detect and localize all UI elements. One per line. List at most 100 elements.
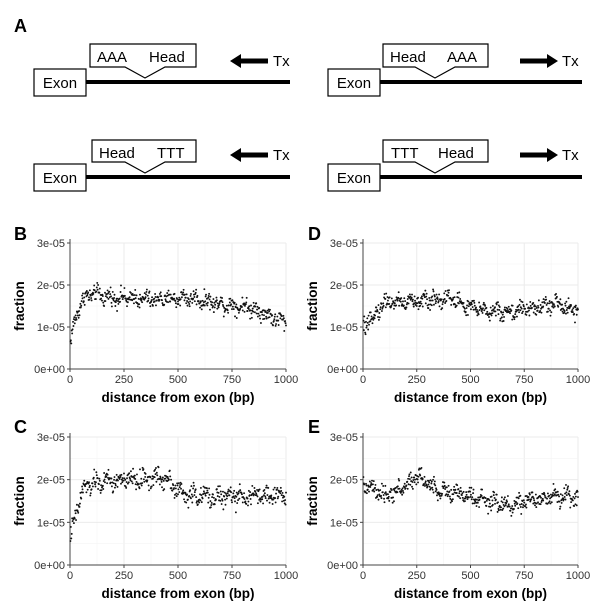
data-point <box>138 303 141 306</box>
data-point <box>131 299 134 302</box>
data-point <box>500 316 503 319</box>
data-point <box>98 479 101 482</box>
data-point <box>431 295 434 298</box>
data-point <box>201 299 204 302</box>
data-point <box>218 485 221 488</box>
data-point <box>549 493 552 496</box>
data-point <box>387 497 390 500</box>
data-point <box>222 508 225 511</box>
data-point <box>380 302 383 305</box>
data-point <box>484 497 487 499</box>
data-point <box>560 501 563 504</box>
data-point <box>576 490 579 493</box>
y-tick-label: 0e+00 <box>34 364 65 376</box>
data-point <box>571 499 574 502</box>
data-point <box>275 488 278 491</box>
data-point <box>485 499 488 502</box>
data-point <box>552 482 555 485</box>
data-point <box>417 308 420 311</box>
data-point <box>269 308 271 311</box>
data-point <box>546 502 549 505</box>
data-point <box>134 297 137 300</box>
data-point <box>575 504 578 507</box>
data-point <box>173 297 176 300</box>
data-point <box>474 308 477 311</box>
data-point <box>392 496 395 499</box>
data-point <box>206 301 209 304</box>
data-point <box>419 474 422 477</box>
data-point <box>250 503 252 506</box>
data-point <box>249 317 252 320</box>
data-point <box>472 308 475 311</box>
data-point <box>73 517 76 520</box>
data-point <box>86 488 89 491</box>
data-point <box>212 305 214 308</box>
data-point <box>70 537 73 540</box>
data-point <box>376 495 379 498</box>
data-point <box>207 501 210 504</box>
data-point <box>109 286 112 289</box>
data-point <box>522 504 525 506</box>
data-point <box>495 493 498 496</box>
data-point <box>500 506 502 509</box>
data-point <box>157 296 160 299</box>
data-point <box>147 484 150 487</box>
data-point <box>529 300 532 303</box>
data-point <box>167 289 170 292</box>
data-point <box>388 296 391 299</box>
data-point <box>467 496 470 499</box>
data-point <box>143 298 146 301</box>
data-point <box>263 494 265 497</box>
data-point <box>506 495 509 497</box>
data-point <box>565 494 568 497</box>
data-point <box>230 491 233 494</box>
data-point <box>397 291 400 294</box>
data-point <box>89 494 92 497</box>
panel-letter-d: D <box>308 224 321 244</box>
data-point <box>497 304 500 307</box>
data-point <box>365 492 368 495</box>
data-point <box>180 483 183 485</box>
data-point <box>228 301 231 304</box>
schematic-3: Exon Head TTT Tx <box>33 139 290 192</box>
data-point <box>509 312 512 315</box>
data-point <box>382 485 385 487</box>
data-point <box>418 302 421 305</box>
data-point <box>434 484 437 487</box>
data-point <box>436 298 439 300</box>
data-point <box>109 481 112 484</box>
data-point <box>75 519 78 522</box>
data-point <box>235 317 238 319</box>
data-point <box>271 314 274 317</box>
data-point <box>441 303 444 306</box>
data-point <box>490 509 493 512</box>
data-point <box>131 482 134 485</box>
data-point <box>129 479 132 482</box>
data-point <box>135 488 138 491</box>
data-point <box>503 316 505 318</box>
x-tick-label: 250 <box>115 570 133 582</box>
data-point <box>158 483 161 486</box>
data-point <box>154 293 157 295</box>
data-point <box>83 303 86 306</box>
data-point <box>193 494 196 496</box>
data-point <box>440 298 443 301</box>
data-point <box>546 497 548 500</box>
data-point <box>571 308 574 311</box>
data-point <box>175 306 178 309</box>
data-point <box>480 310 483 313</box>
data-point <box>146 479 149 482</box>
data-point <box>200 494 203 497</box>
data-point <box>458 492 461 495</box>
data-point <box>575 313 578 316</box>
data-point <box>283 495 286 498</box>
data-point <box>103 472 106 474</box>
data-point <box>491 304 494 307</box>
data-point <box>161 302 164 305</box>
data-point <box>253 486 256 489</box>
data-point <box>69 525 72 528</box>
data-point <box>273 315 276 318</box>
data-point <box>174 300 177 302</box>
data-point <box>514 504 517 507</box>
data-point <box>412 479 415 482</box>
